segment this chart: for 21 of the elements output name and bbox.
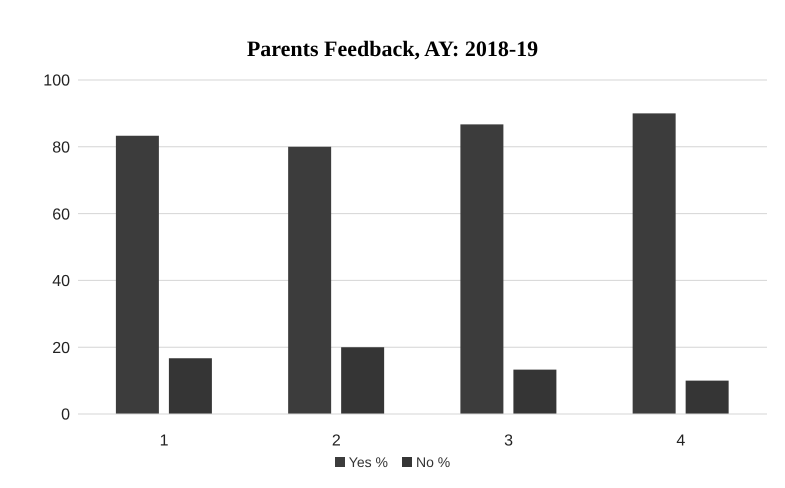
x-tick-label: 4 [676,432,686,450]
x-tick-label: 3 [504,432,514,450]
bar [116,136,159,414]
y-tick-label: 60 [52,206,70,224]
y-tick-label: 20 [52,340,70,357]
bar [168,358,212,414]
bar [513,370,556,414]
x-tick-label: 2 [332,432,341,450]
bar [288,146,332,414]
chart-title: Parents Feedback, AY: 2018-19 [246,35,540,63]
bar [686,380,729,414]
y-tick-label: 80 [52,139,70,156]
y-tick-label: 40 [52,273,70,290]
x-tick-label: 1 [160,432,169,450]
bar [632,113,676,414]
bar [341,347,384,414]
bar [460,124,504,414]
legend-label: Yes % [348,454,388,470]
y-tick-label: 100 [43,72,70,90]
y-tick-label: 0 [61,406,70,424]
legend-label: No % [416,454,450,470]
